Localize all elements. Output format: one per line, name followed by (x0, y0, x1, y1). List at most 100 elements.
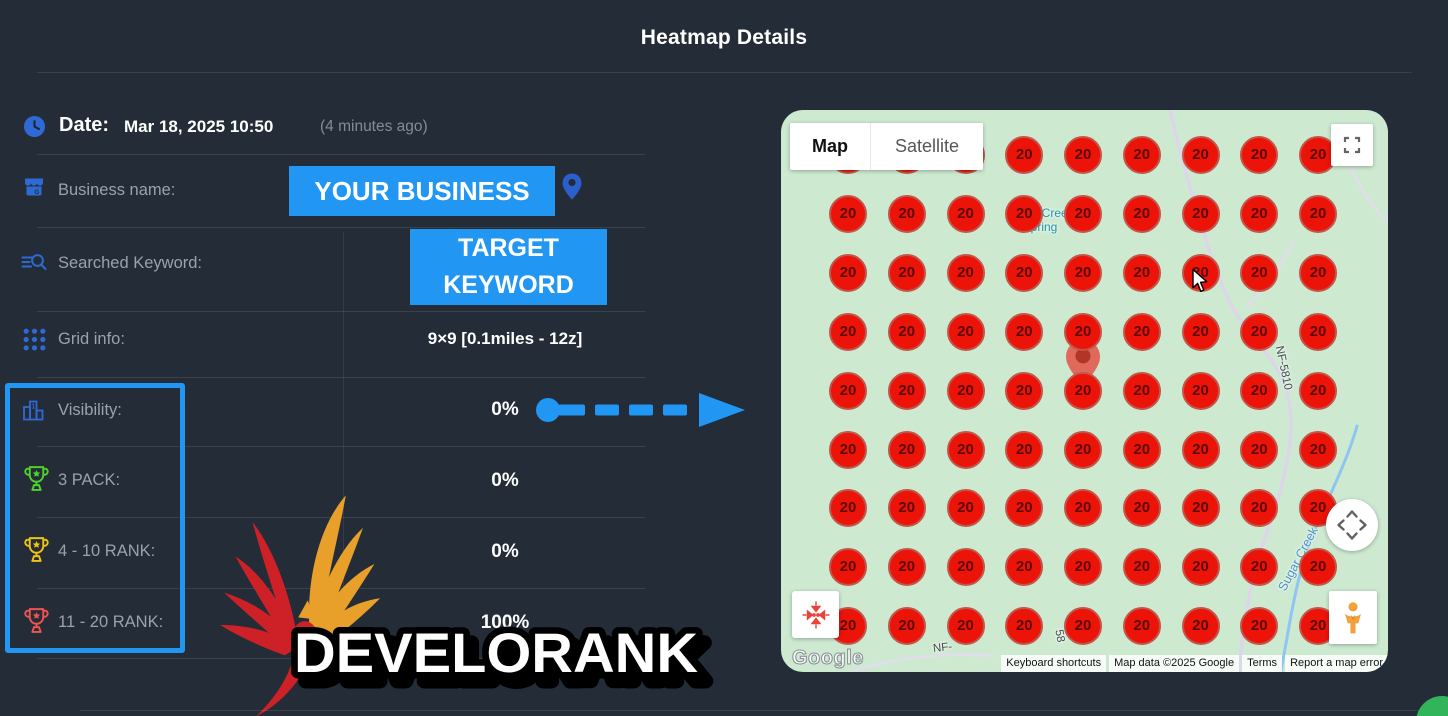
rank-badge[interactable]: 20 (1005, 312, 1044, 351)
compass-pan-control[interactable] (1326, 499, 1378, 551)
rank-badge[interactable]: 20 (1181, 194, 1220, 233)
rank-badge[interactable]: 20 (1299, 253, 1337, 292)
rank-badge[interactable]: 20 (1299, 194, 1337, 233)
rank-badge[interactable]: 20 (946, 194, 985, 233)
google-logo[interactable]: Google (788, 643, 872, 671)
rank-badge[interactable]: 20 (1181, 430, 1220, 469)
location-pin-icon[interactable] (559, 172, 585, 201)
rank1120-value: 100% (480, 612, 530, 633)
rank-badge[interactable]: 20 (829, 253, 867, 292)
tab-map[interactable]: Map (790, 123, 870, 170)
rank-badge[interactable]: 20 (887, 194, 926, 233)
chat-bubble-button[interactable] (1416, 696, 1448, 716)
rank-badge[interactable]: 20 (1064, 194, 1102, 233)
rank-badge[interactable]: 20 (1240, 253, 1279, 292)
rank-badge[interactable]: 20 (1240, 371, 1279, 410)
pegman-icon (1345, 601, 1361, 633)
rank-badge[interactable]: 20 (887, 371, 926, 410)
rank-badge[interactable]: 20 (829, 607, 867, 646)
rank-badge[interactable]: 20 (1064, 489, 1102, 528)
svg-text:G: G (34, 189, 39, 196)
keyword-value: TARGET KEYWORD (410, 229, 607, 305)
rank-badge[interactable]: 20 (1181, 607, 1220, 646)
rank-badge[interactable]: 20 (946, 371, 985, 410)
rank-badge[interactable]: 20 (1005, 136, 1044, 174)
rank-badge[interactable]: 20 (1181, 548, 1220, 587)
rank-badge[interactable]: 20 (829, 430, 867, 469)
rank-badge[interactable]: 20 (1240, 607, 1279, 646)
rank-badge[interactable]: 20 (1240, 489, 1279, 528)
rank410-label: 4 - 10 RANK: (58, 542, 156, 560)
rank-badge[interactable]: 20 (887, 430, 926, 469)
fullscreen-button[interactable] (1331, 124, 1373, 166)
visibility-icon: 1 (23, 400, 44, 421)
rank-badge[interactable]: 20 (946, 312, 985, 351)
rank-badge[interactable]: 20 (829, 548, 867, 587)
rank-badge[interactable]: 20 (829, 489, 867, 528)
rank-badge[interactable]: 20 (1064, 253, 1102, 292)
rank-badge[interactable]: 20 (1064, 607, 1102, 646)
rank-badge[interactable]: 20 (887, 548, 926, 587)
heatmap-map[interactable]: Sugar Creek Spring NF-5810 Sugar Creek 5… (781, 110, 1388, 672)
svg-text:Google: Google (792, 647, 864, 669)
rank-badge[interactable]: 20 (887, 253, 926, 292)
rank-badge[interactable]: 20 (1299, 548, 1337, 587)
rank-badge[interactable]: 20 (1122, 548, 1161, 587)
rank-badge[interactable]: 20 (829, 371, 867, 410)
pan-recenter-button[interactable] (792, 591, 839, 638)
rank-badge[interactable]: 20 (1299, 430, 1337, 469)
rank-badge[interactable]: 20 (1299, 371, 1337, 410)
rank-badge[interactable]: 20 (887, 489, 926, 528)
terms-link[interactable]: Terms (1242, 655, 1283, 672)
rank-badge[interactable]: 20 (1122, 136, 1161, 174)
rank-badge[interactable]: 20 (1181, 312, 1220, 351)
pegman-button[interactable] (1329, 591, 1377, 644)
rank-badge[interactable]: 20 (1064, 430, 1102, 469)
rank-badge[interactable]: 20 (1005, 430, 1044, 469)
rank-badge[interactable]: 20 (1181, 136, 1220, 174)
rank-badge[interactable]: 20 (1005, 607, 1044, 646)
rank-badge[interactable]: 20 (1181, 371, 1220, 410)
rank-badge[interactable]: 20 (1005, 253, 1044, 292)
svg-text:DEVELORANK: DEVELORANK (294, 621, 698, 684)
rank-badge[interactable]: 20 (1240, 430, 1279, 469)
rank-badge[interactable]: 20 (1005, 371, 1044, 410)
rank-badge[interactable]: 20 (1122, 371, 1161, 410)
rank-badge[interactable]: 20 (1064, 136, 1102, 174)
rank-badge[interactable]: 20 (1240, 136, 1279, 174)
rank-badge[interactable]: 20 (1064, 371, 1102, 410)
grid-icon (23, 328, 46, 351)
rank-badge[interactable]: 20 (829, 194, 867, 233)
rank-badge[interactable]: 20 (887, 312, 926, 351)
keyboard-shortcuts-link[interactable]: Keyboard shortcuts (1001, 655, 1107, 672)
rank-badge[interactable]: 20 (1122, 607, 1161, 646)
searched-keyword-icon (21, 254, 47, 270)
map-data-credit: Map data ©2025 Google (1109, 655, 1240, 672)
tab-satellite[interactable]: Satellite (870, 123, 984, 170)
rank-badge[interactable]: 20 (946, 253, 985, 292)
rank-badge[interactable]: 20 (946, 548, 985, 587)
rank-badge[interactable]: 20 (946, 607, 985, 646)
rank-badge[interactable]: 20 (1181, 489, 1220, 528)
svg-text:DEVELORANK: DEVELORANK (302, 630, 706, 693)
rank-badge[interactable]: 20 (946, 430, 985, 469)
rank-badge[interactable]: 20 (1122, 253, 1161, 292)
rank-badge[interactable]: 20 (1064, 548, 1102, 587)
rank-badge[interactable]: 20 (887, 607, 926, 646)
rank-badge[interactable]: 20 (1240, 194, 1279, 233)
rank-badge[interactable]: 20 (1064, 312, 1102, 351)
rank-badge[interactable]: 20 (1005, 548, 1044, 587)
rank-badge[interactable]: 20 (829, 312, 867, 351)
rank-badge[interactable]: 20 (1122, 489, 1161, 528)
rank-badge[interactable]: 20 (1122, 194, 1161, 233)
rank-badge[interactable]: 20 (1005, 194, 1044, 233)
rank-badge[interactable]: 20 (1299, 312, 1337, 351)
rank-badge[interactable]: 20 (1240, 312, 1279, 351)
report-map-error-link[interactable]: Report a map error (1285, 655, 1388, 672)
rank-badge[interactable]: 20 (1240, 548, 1279, 587)
rank-badge[interactable]: 20 (1005, 489, 1044, 528)
rank-badge[interactable]: 20 (1122, 430, 1161, 469)
row-divider (37, 154, 645, 155)
rank-badge[interactable]: 20 (1122, 312, 1161, 351)
rank-badge[interactable]: 20 (946, 489, 985, 528)
